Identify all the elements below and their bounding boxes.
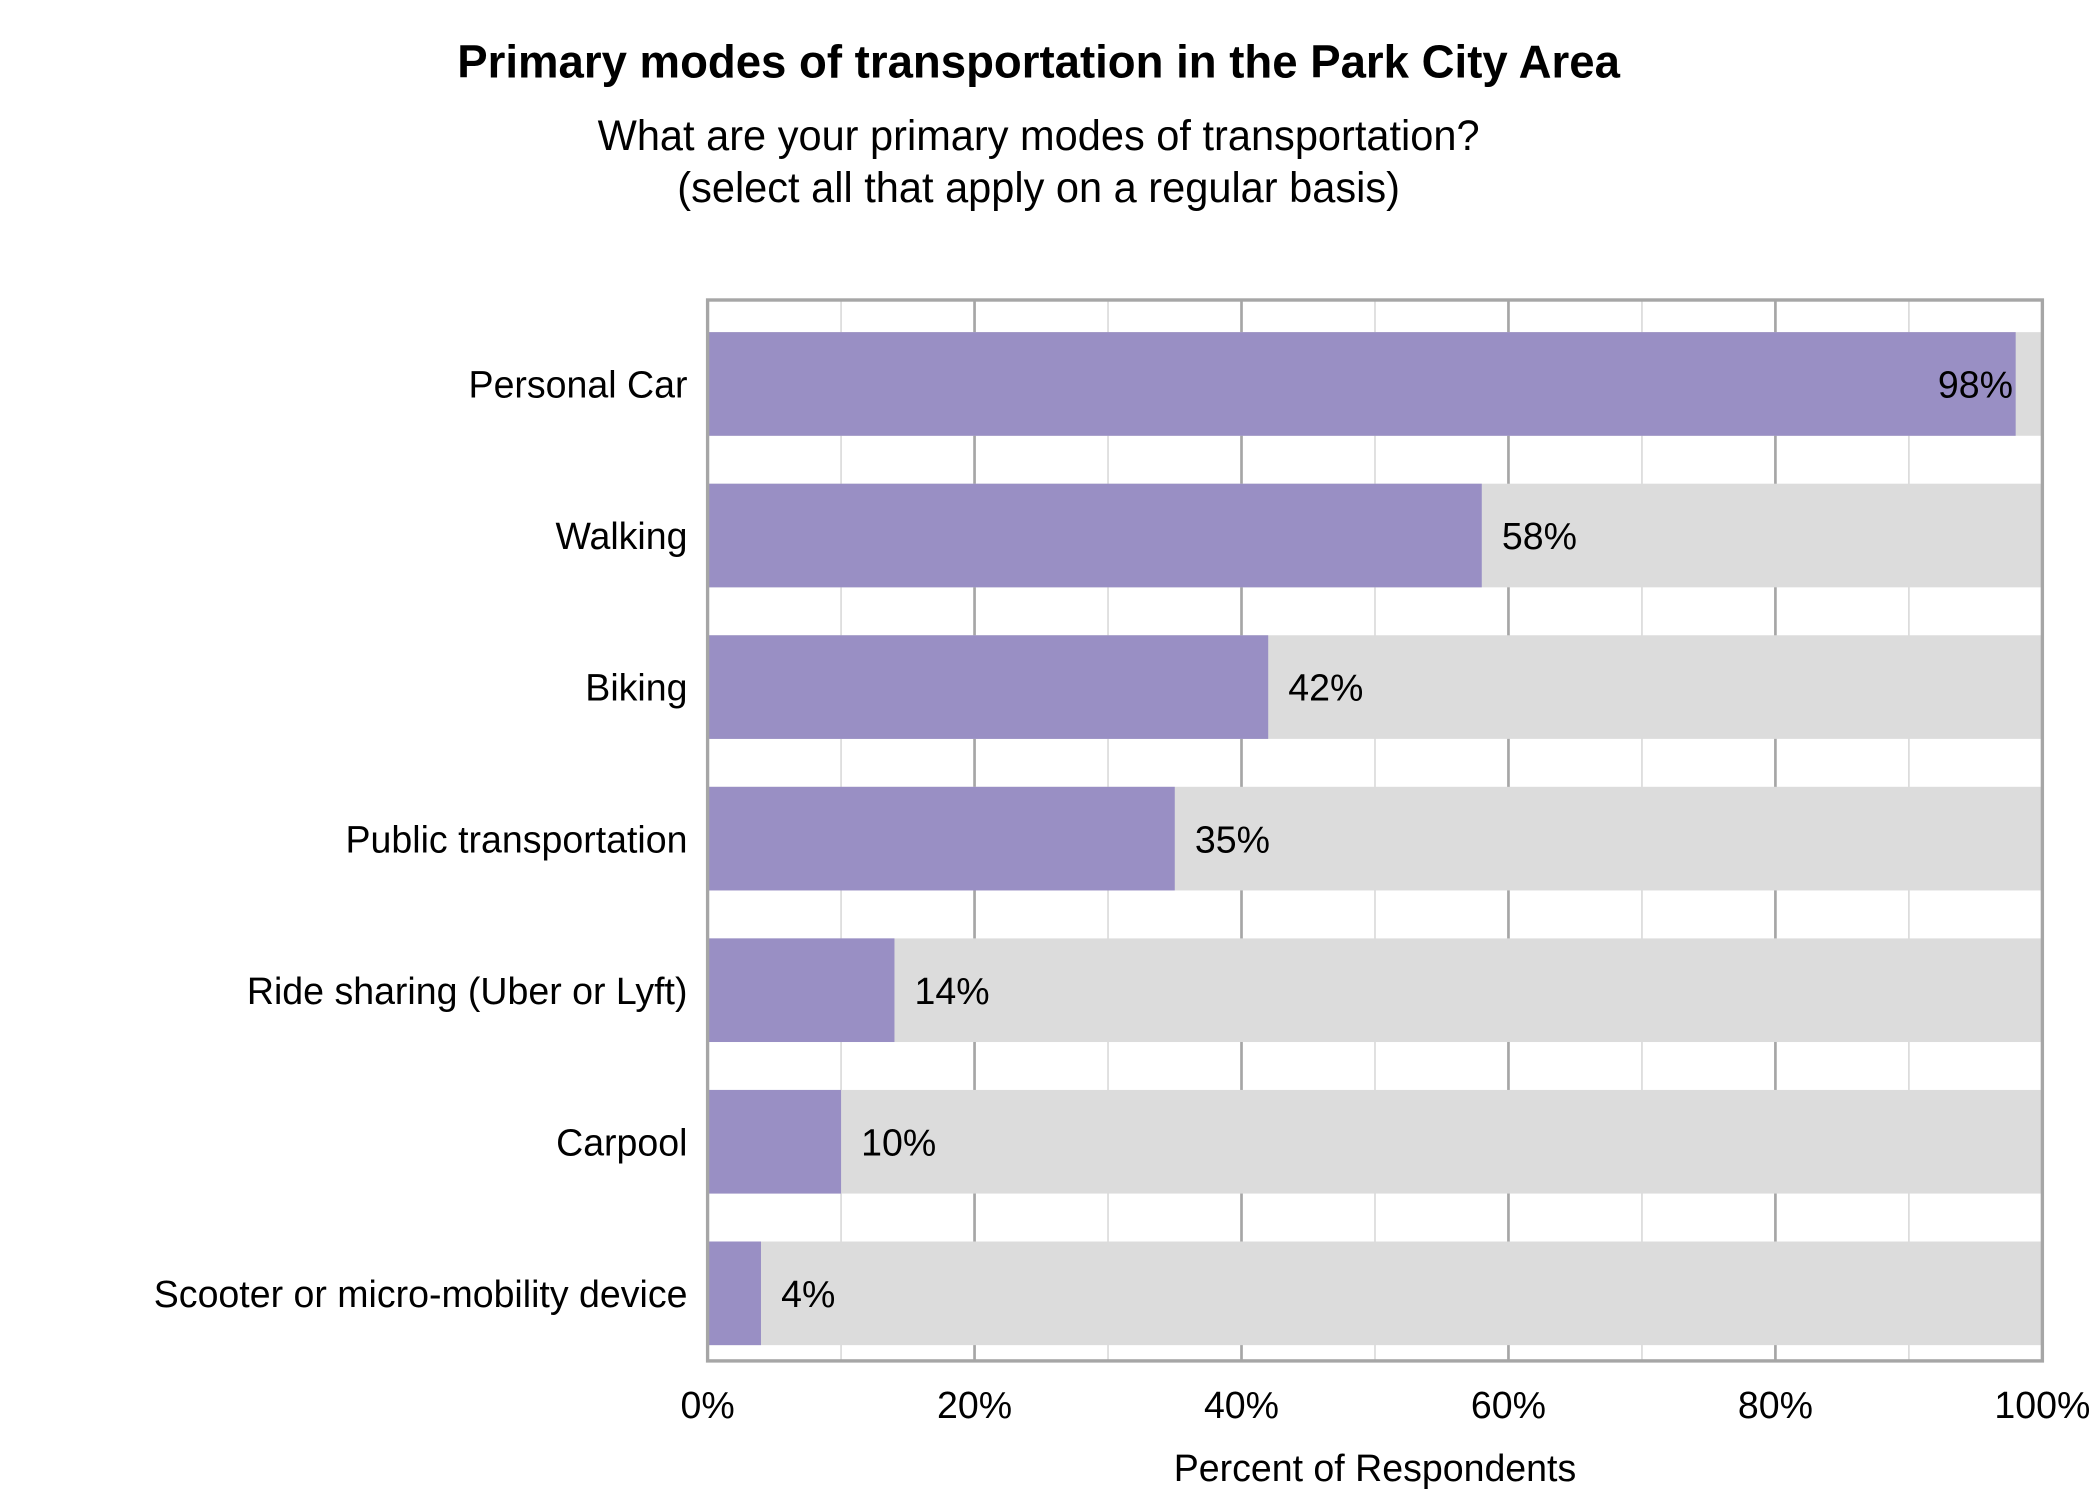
bar (707, 786, 1175, 891)
bar (707, 483, 1482, 588)
x-tick-label: 0% (680, 1385, 734, 1427)
x-axis-label: Percent of Respondents (1174, 1448, 1576, 1490)
category-label: Carpool (556, 1122, 687, 1164)
bar (707, 1089, 842, 1194)
background-bar (707, 1241, 2043, 1346)
category-label: Public transportation (346, 819, 688, 861)
data-label: 42% (1288, 667, 1363, 709)
data-label: 58% (1502, 516, 1577, 558)
category-label: Biking (585, 667, 687, 709)
x-tick-label: 80% (1738, 1385, 1813, 1427)
data-label: 14% (915, 971, 990, 1013)
chart-subtitle-line-1: What are your primary modes of transport… (598, 112, 1480, 159)
bar (707, 332, 2016, 436)
background-bar (707, 938, 2043, 1043)
bars: Personal Car 98% Walking 58% Biking 42% Public… (154, 332, 2043, 1346)
data-label: 98% (1938, 364, 2013, 406)
category-label: Personal Car (469, 364, 688, 406)
x-tick-labels: 0% 20% 40% 60% 80% 100% (680, 1385, 2090, 1427)
category-label: Walking (555, 516, 687, 558)
x-tick-label: 20% (937, 1385, 1012, 1427)
x-tick-label: 40% (1204, 1385, 1279, 1427)
bar (707, 1241, 761, 1346)
background-bar (707, 1089, 2043, 1194)
category-label: Scooter or micro-mobility device (154, 1274, 688, 1316)
chart-title: Primary modes of transportation in the P… (457, 35, 1620, 87)
plot-frame (705, 298, 2045, 1363)
data-label: 35% (1195, 819, 1270, 861)
bar (707, 938, 895, 1043)
data-label: 10% (861, 1122, 936, 1164)
x-tick-label: 60% (1471, 1385, 1546, 1427)
data-label: 4% (781, 1274, 835, 1316)
chart-subtitle-line-2: (select all that apply on a regular basi… (677, 163, 1400, 210)
x-tick-label: 100% (1994, 1385, 2090, 1427)
bar (707, 635, 1269, 739)
category-label: Ride sharing (Uber or Lyft) (247, 971, 688, 1013)
